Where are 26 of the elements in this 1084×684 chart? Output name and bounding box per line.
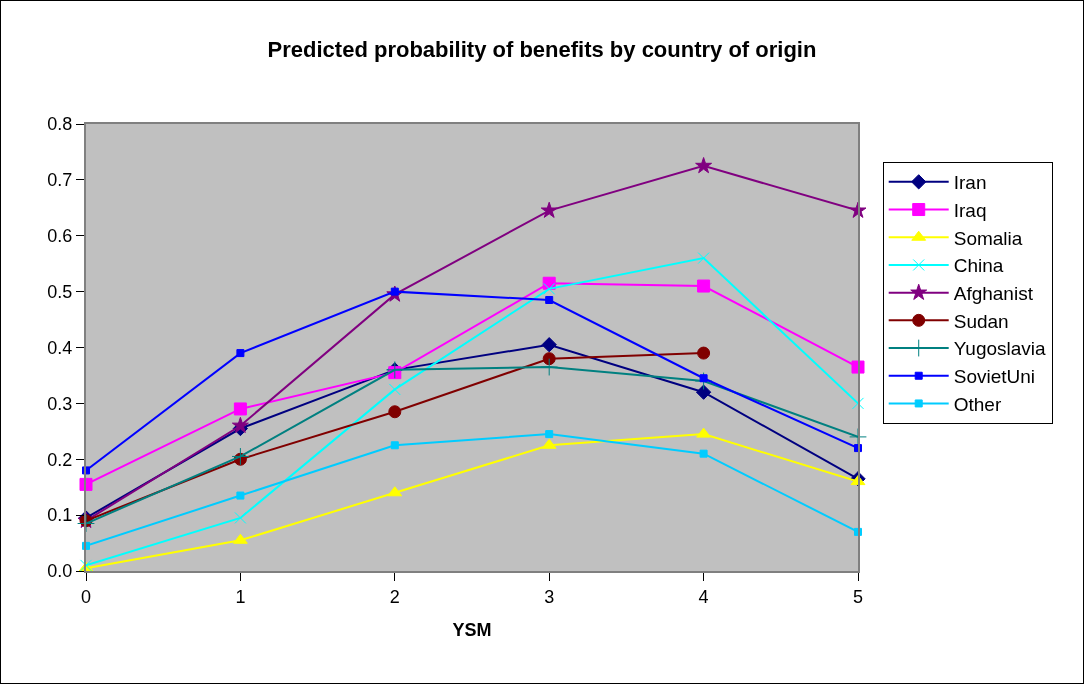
legend-label: SovietUni <box>953 366 1036 388</box>
legend-label: Other <box>953 393 1002 415</box>
y-tick-label: 0.1 <box>47 505 73 526</box>
legend-label: Sudan <box>953 310 1009 332</box>
x-tick-label: 4 <box>698 586 709 607</box>
x-axis-title: YSM <box>452 620 492 641</box>
legend-label: Iran <box>953 172 987 194</box>
y-tick-label: 0.3 <box>47 393 73 414</box>
legend-label: Afghanist <box>953 283 1034 305</box>
x-tick-label: 5 <box>852 586 864 607</box>
legend-label: Yugoslavia <box>953 338 1047 360</box>
legend-label: China <box>953 255 1004 277</box>
legend-label: Iraq <box>953 199 987 221</box>
x-tick-label: 0 <box>80 586 92 607</box>
x-tick-label: 3 <box>544 586 555 607</box>
y-tick-label: 0.6 <box>47 226 73 247</box>
x-tick-label: 2 <box>389 586 400 607</box>
y-tick-label: 0.8 <box>47 114 73 135</box>
chart-title: Predicted probability of benefits by country of origin <box>267 37 817 63</box>
y-tick-label: 0.4 <box>47 337 73 358</box>
y-tick-label: 0.5 <box>47 281 73 302</box>
y-tick-label: 0.2 <box>47 449 73 470</box>
y-tick-label: 0.0 <box>47 561 73 582</box>
legend-label: Somalia <box>953 227 1023 249</box>
x-tick-label: 1 <box>235 586 246 607</box>
y-tick-label: 0.7 <box>47 170 73 191</box>
